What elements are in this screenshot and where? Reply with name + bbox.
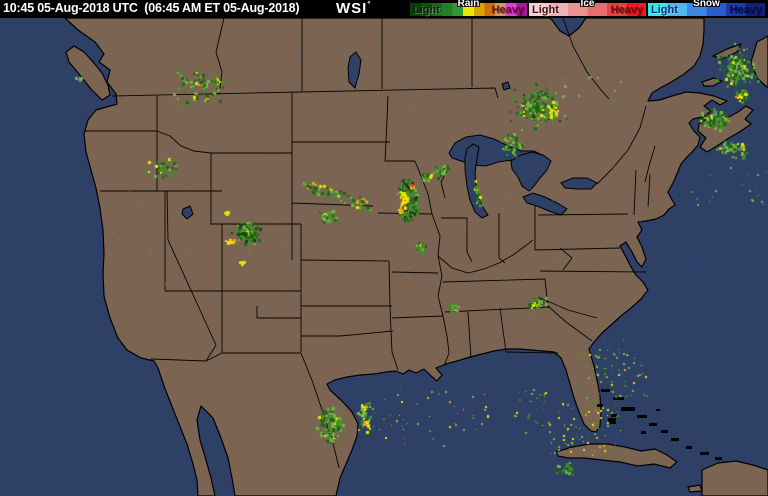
legend-rain-title: Rain xyxy=(457,0,480,9)
legend-snow-heavy-label: Heavy xyxy=(729,4,762,16)
legend-ice-title: Ice xyxy=(580,0,595,9)
legend-snow-light-label: Light xyxy=(651,4,678,16)
legend-rain-gradient-bar xyxy=(410,3,527,16)
legend-ice-light-label: Light xyxy=(532,4,559,16)
timestamp: 10:45 05-Aug-2018 UTC (06:45 AM ET 05-Au… xyxy=(3,1,300,15)
header-bar: 10:45 05-Aug-2018 UTC (06:45 AM ET 05-Au… xyxy=(0,0,768,18)
wsi-logo-degree: ° xyxy=(367,0,372,9)
legend-rain-heavy-label: Heavy xyxy=(491,4,524,16)
legend-snow: Snow Light Heavy xyxy=(648,0,765,18)
legend-rain-light-label: Light xyxy=(413,4,440,16)
wsi-logo: WSI° xyxy=(336,0,372,17)
legend-rain: Rain Light Heavy xyxy=(410,0,527,18)
legend-ice: Ice Light Heavy xyxy=(529,0,646,18)
legend-snow-title: Snow xyxy=(693,0,720,9)
legend-snow-gradient-bar xyxy=(648,3,765,16)
legend-ice-heavy-label: Heavy xyxy=(610,4,643,16)
legend-ice-gradient-bar xyxy=(529,3,646,16)
